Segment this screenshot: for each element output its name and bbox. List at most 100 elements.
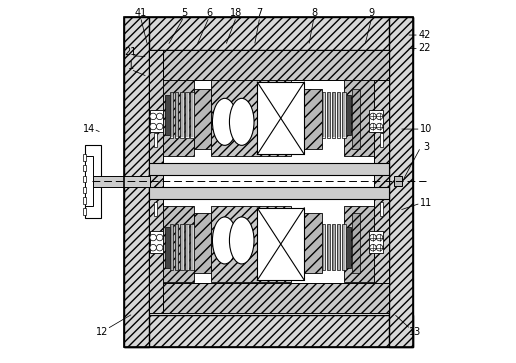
Circle shape	[150, 123, 156, 130]
Bar	[190, 224, 194, 270]
Bar	[337, 92, 341, 138]
Circle shape	[150, 234, 156, 241]
Bar	[344, 80, 375, 156]
Circle shape	[376, 113, 383, 120]
Bar	[332, 224, 335, 270]
Bar	[346, 95, 351, 135]
Circle shape	[156, 113, 163, 120]
Bar	[124, 17, 149, 347]
Text: 7: 7	[256, 8, 263, 19]
Bar	[194, 89, 212, 149]
Bar	[185, 224, 188, 270]
Bar	[165, 227, 170, 268]
Bar	[342, 224, 346, 270]
Bar	[212, 80, 291, 156]
Bar	[175, 92, 179, 138]
Bar	[346, 227, 351, 268]
Bar	[150, 231, 163, 253]
Bar	[342, 92, 346, 138]
Bar	[369, 110, 383, 132]
Bar	[257, 82, 304, 154]
Bar	[180, 224, 184, 270]
Bar	[124, 17, 413, 49]
Bar	[163, 283, 389, 314]
Circle shape	[376, 123, 383, 130]
Bar	[389, 17, 413, 347]
Bar	[344, 206, 375, 282]
Ellipse shape	[213, 98, 237, 145]
Bar	[163, 80, 194, 156]
Circle shape	[370, 123, 376, 130]
Ellipse shape	[230, 98, 254, 145]
Bar	[175, 224, 179, 270]
Bar	[394, 176, 402, 186]
Bar	[212, 206, 291, 282]
Circle shape	[156, 244, 163, 251]
Text: 1: 1	[127, 61, 134, 71]
Bar	[257, 208, 304, 280]
Circle shape	[370, 234, 376, 241]
Ellipse shape	[213, 217, 237, 264]
Bar	[124, 17, 413, 347]
Text: 42: 42	[418, 30, 430, 40]
Circle shape	[156, 123, 163, 130]
Bar	[150, 110, 163, 132]
Bar	[149, 50, 163, 314]
Bar	[304, 213, 321, 273]
Bar	[375, 50, 389, 314]
Bar	[163, 49, 389, 80]
Bar	[85, 156, 93, 206]
Bar	[180, 92, 184, 138]
Text: 3: 3	[423, 142, 429, 152]
Circle shape	[150, 113, 156, 120]
Text: 13: 13	[409, 327, 422, 337]
Bar	[149, 187, 389, 199]
Circle shape	[376, 244, 383, 251]
Bar	[352, 89, 360, 149]
Bar	[170, 92, 173, 138]
Bar	[327, 224, 330, 270]
Circle shape	[150, 244, 156, 251]
Bar	[83, 197, 86, 204]
Bar	[337, 224, 341, 270]
Bar	[149, 163, 389, 175]
Bar	[304, 89, 321, 149]
Bar	[85, 144, 102, 218]
Bar	[154, 202, 157, 216]
Bar	[165, 95, 170, 135]
Bar	[190, 92, 194, 138]
Text: 14: 14	[83, 124, 95, 134]
Text: 21: 21	[124, 47, 137, 57]
Bar	[380, 202, 383, 216]
Text: 9: 9	[369, 8, 375, 19]
Bar	[369, 231, 383, 253]
Circle shape	[156, 234, 163, 241]
Bar	[321, 92, 325, 138]
Text: 12: 12	[95, 327, 108, 337]
Bar	[170, 224, 173, 270]
Bar	[83, 154, 86, 160]
Bar	[327, 92, 330, 138]
Bar	[83, 187, 86, 193]
Bar	[185, 92, 188, 138]
Text: 8: 8	[311, 8, 317, 19]
Bar	[321, 224, 325, 270]
Circle shape	[376, 234, 383, 241]
Text: 41: 41	[134, 8, 147, 19]
Bar	[194, 213, 212, 273]
Bar	[83, 165, 86, 171]
Bar	[124, 315, 413, 347]
Text: 5: 5	[181, 8, 187, 19]
Bar	[163, 206, 194, 282]
Text: 22: 22	[418, 44, 430, 53]
Text: 18: 18	[230, 8, 243, 19]
Bar	[83, 208, 86, 215]
Bar	[380, 134, 383, 147]
Ellipse shape	[230, 217, 254, 264]
Text: 10: 10	[420, 124, 432, 134]
Text: 6: 6	[206, 8, 212, 19]
Bar	[154, 134, 157, 147]
Bar	[83, 176, 86, 182]
Bar	[93, 176, 150, 187]
Bar	[352, 213, 360, 273]
